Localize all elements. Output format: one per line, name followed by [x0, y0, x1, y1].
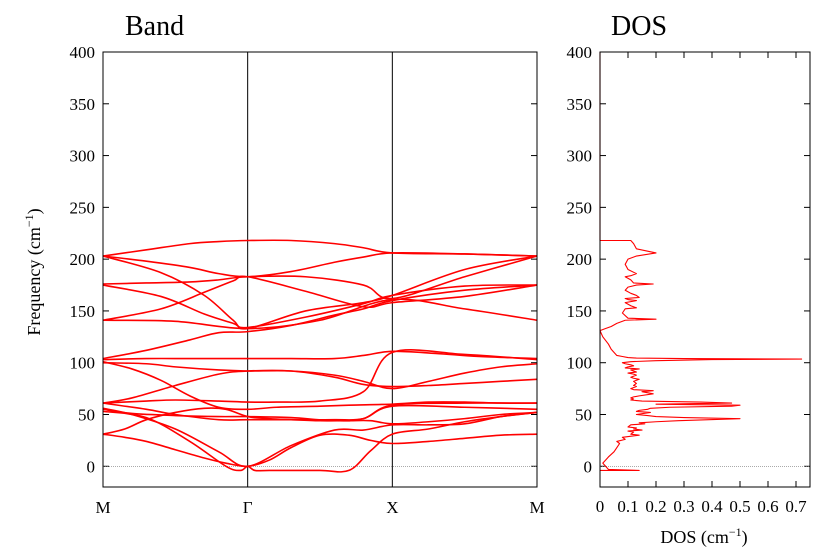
- dos-panel: DOS DOS (cm−1) 400 350 300 250 200 150 100 500 …: [567, 11, 811, 548]
- dos-xlabel-sup: −1: [729, 525, 742, 539]
- band-ytick-label: 0: [87, 457, 96, 476]
- band-dispersion-lines: [102, 239, 538, 473]
- band-line-7: [102, 369, 538, 404]
- band-line-13: [102, 284, 538, 360]
- dos-ytick-label: 50: [575, 406, 592, 425]
- dos-curve: [599, 52, 803, 471]
- band-ytick-label: 200: [70, 250, 96, 269]
- band-line-6: [102, 402, 538, 422]
- dos-ytick-label: 300: [567, 147, 593, 166]
- dos-ytick-label: 100: [567, 354, 593, 373]
- band-ytick-label: 250: [70, 198, 96, 217]
- band-xtick-label: X: [386, 498, 398, 517]
- band-line-17: [102, 255, 538, 300]
- band-ylabel-sup: −1: [22, 214, 36, 227]
- band-ytick-label: 300: [70, 147, 96, 166]
- band-line-10: [102, 350, 538, 361]
- dos-xtick-label: 0.5: [729, 497, 750, 516]
- dos-line-1: [599, 52, 803, 471]
- band-ylabel-main: Frequency (cm: [24, 227, 45, 335]
- band-line-16: [102, 255, 538, 330]
- band-ytick-label: 50: [78, 406, 95, 425]
- band-line-14: [102, 275, 538, 322]
- band-line-12: [102, 298, 538, 330]
- band-line-19: [102, 239, 538, 257]
- dos-xtick-label: 0.4: [701, 497, 723, 516]
- dos-ytick-label: 350: [567, 95, 593, 114]
- band-ytick-label: 400: [70, 43, 96, 62]
- band-xtick-label: M: [95, 498, 110, 517]
- dos-ytick-label: 200: [567, 250, 593, 269]
- band-ytick-label: 350: [70, 95, 96, 114]
- band-line-5: [102, 402, 538, 421]
- dos-ytick-label: 250: [567, 198, 593, 217]
- dos-xtick-label: 0: [596, 497, 605, 516]
- band-line-2: [102, 433, 538, 468]
- dos-y-ticks: 400 350 300 250 200 150 100 50 0: [567, 43, 810, 476]
- dos-xlabel-main: DOS (cm: [660, 527, 729, 548]
- band-ytick-label: 100: [70, 354, 96, 373]
- band-title: Band: [125, 11, 184, 42]
- band-line-15: [102, 284, 538, 329]
- dos-title: DOS: [611, 11, 667, 42]
- dos-xtick-label: 0.7: [785, 497, 807, 516]
- dos-xtick-label: 0.1: [617, 497, 638, 516]
- dos-x-ticks: 0 0.1 0.2 0.3 0.4 0.5 0.6 0.7: [596, 52, 807, 516]
- band-plot-frame: [102, 51, 538, 488]
- band-xtick-label: M: [529, 498, 544, 517]
- band-line-4: [102, 407, 538, 468]
- dos-ytick-label: 400: [567, 43, 593, 62]
- band-line-18: [102, 251, 538, 278]
- dos-ytick-label: 0: [584, 457, 593, 476]
- band-ytick-label: 150: [70, 302, 96, 321]
- band-ylabel-tail: ): [24, 208, 45, 214]
- dos-xtick-label: 0.3: [673, 497, 694, 516]
- dos-xlabel-tail: ): [742, 527, 748, 548]
- band-line-9: [102, 361, 538, 390]
- dos-xtick-label: 0.6: [757, 497, 778, 516]
- band-panel: Band Frequency (cm−1) 400 350 300 250 200 150…: [22, 11, 545, 517]
- band-xtick-label: Γ: [243, 498, 253, 517]
- dos-ytick-label: 150: [567, 302, 593, 321]
- band-line-11: [102, 349, 538, 404]
- band-y-axis-label: Frequency (cm−1): [22, 208, 45, 335]
- band-line-8: [102, 360, 538, 411]
- dos-plot-frame: [599, 51, 811, 488]
- dos-x-axis-label: DOS (cm−1): [660, 525, 747, 548]
- dos-xtick-label: 0.2: [645, 497, 666, 516]
